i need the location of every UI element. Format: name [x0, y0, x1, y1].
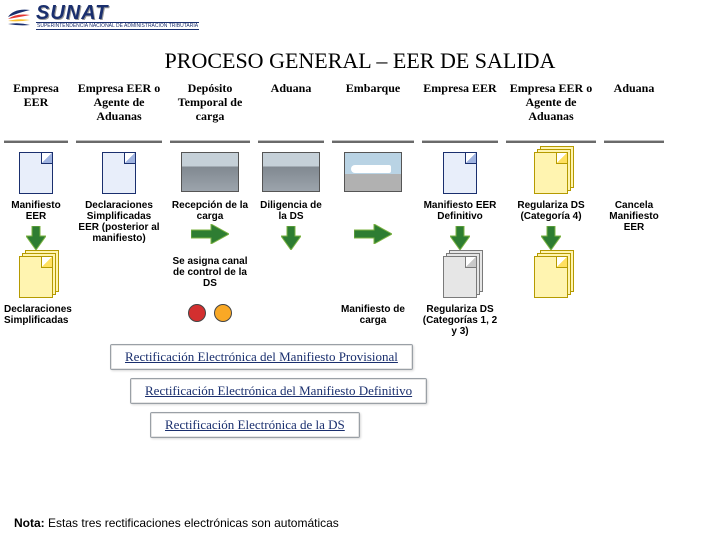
doc-icon	[443, 152, 477, 194]
doc-icon	[102, 152, 136, 194]
canal-circles	[170, 304, 250, 337]
column-dividers	[4, 140, 716, 144]
rectificacion-definitivo-button[interactable]: Rectificación Electrónica del Manifiesto…	[130, 378, 427, 404]
declaraciones-label: Declaraciones Simplificadas	[4, 304, 68, 337]
footnote-text: Estas tres rectificaciones electrónicas …	[48, 516, 339, 530]
page-title: PROCESO GENERAL – EER DE SALIDA	[0, 48, 720, 74]
col-header: Aduana	[258, 82, 324, 96]
col-header: Embarque	[332, 82, 414, 96]
canal-label: Se asigna canal de control de la DS	[170, 256, 250, 298]
logo-text: SUNAT SUPERINTENDENCIA NACIONAL DE ADMIN…	[36, 4, 199, 30]
arrow-down-icon	[541, 226, 561, 250]
arrow-down-icon	[281, 226, 301, 250]
arrow-right-icon	[354, 224, 392, 244]
docs-row	[4, 152, 716, 194]
logo-subtitle: SUPERINTENDENCIA NACIONAL DE ADMINISTRAC…	[36, 22, 199, 30]
arrow-right-icon	[191, 224, 229, 244]
arrow-down-icon	[450, 226, 470, 250]
doc-stack-icon	[443, 256, 477, 298]
footnote: Nota: Estas tres rectificaciones electró…	[14, 516, 339, 530]
logo-name: SUNAT	[36, 4, 199, 22]
manifiesto-carga-label: Manifiesto de carga	[332, 304, 414, 337]
docs-row-2: Se asigna canal de control de la DS	[4, 256, 716, 298]
button-row-3: Rectificación Electrónica de la DS	[150, 412, 360, 438]
rectificacion-ds-button[interactable]: Rectificación Electrónica de la DS	[150, 412, 360, 438]
doc-stack-icon	[19, 256, 53, 298]
col-header: Empresa EER o Agente de Aduanas	[506, 82, 596, 123]
col-header: Depósito Temporal de carga	[170, 82, 250, 123]
logo-mark-icon	[6, 4, 32, 30]
logo: SUNAT SUPERINTENDENCIA NACIONAL DE ADMIN…	[6, 4, 199, 30]
col-header: Empresa EER o Agente de Aduanas	[76, 82, 162, 123]
row-3: Declaraciones Simplificadas Manifiesto d…	[4, 304, 716, 337]
col-header: Empresa EER	[422, 82, 498, 96]
col-header: Aduana	[604, 82, 664, 96]
rectificacion-provisional-button[interactable]: Rectificación Electrónica del Manifiesto…	[110, 344, 413, 370]
col-header: Empresa EER	[4, 82, 68, 110]
arrow-down-icon	[26, 226, 46, 250]
doc-icon	[19, 152, 53, 194]
doc-stack-icon	[534, 256, 568, 298]
photo-truck-icon	[262, 152, 320, 192]
circle-red-icon	[188, 304, 206, 322]
arrows-row	[4, 222, 716, 259]
photo-plane-icon	[344, 152, 402, 192]
button-row-2: Rectificación Electrónica del Manifiesto…	[130, 378, 427, 404]
column-headers: Empresa EER Empresa EER o Agente de Adua…	[4, 82, 716, 123]
photo-cargo-icon	[181, 152, 239, 192]
doc-stack-icon	[534, 152, 568, 194]
regulariza-cat123-label: Regulariza DS (Categorías 1, 2 y 3)	[422, 304, 498, 337]
circle-yellow-icon	[214, 304, 232, 322]
button-row-1: Rectificación Electrónica del Manifiesto…	[110, 344, 413, 370]
